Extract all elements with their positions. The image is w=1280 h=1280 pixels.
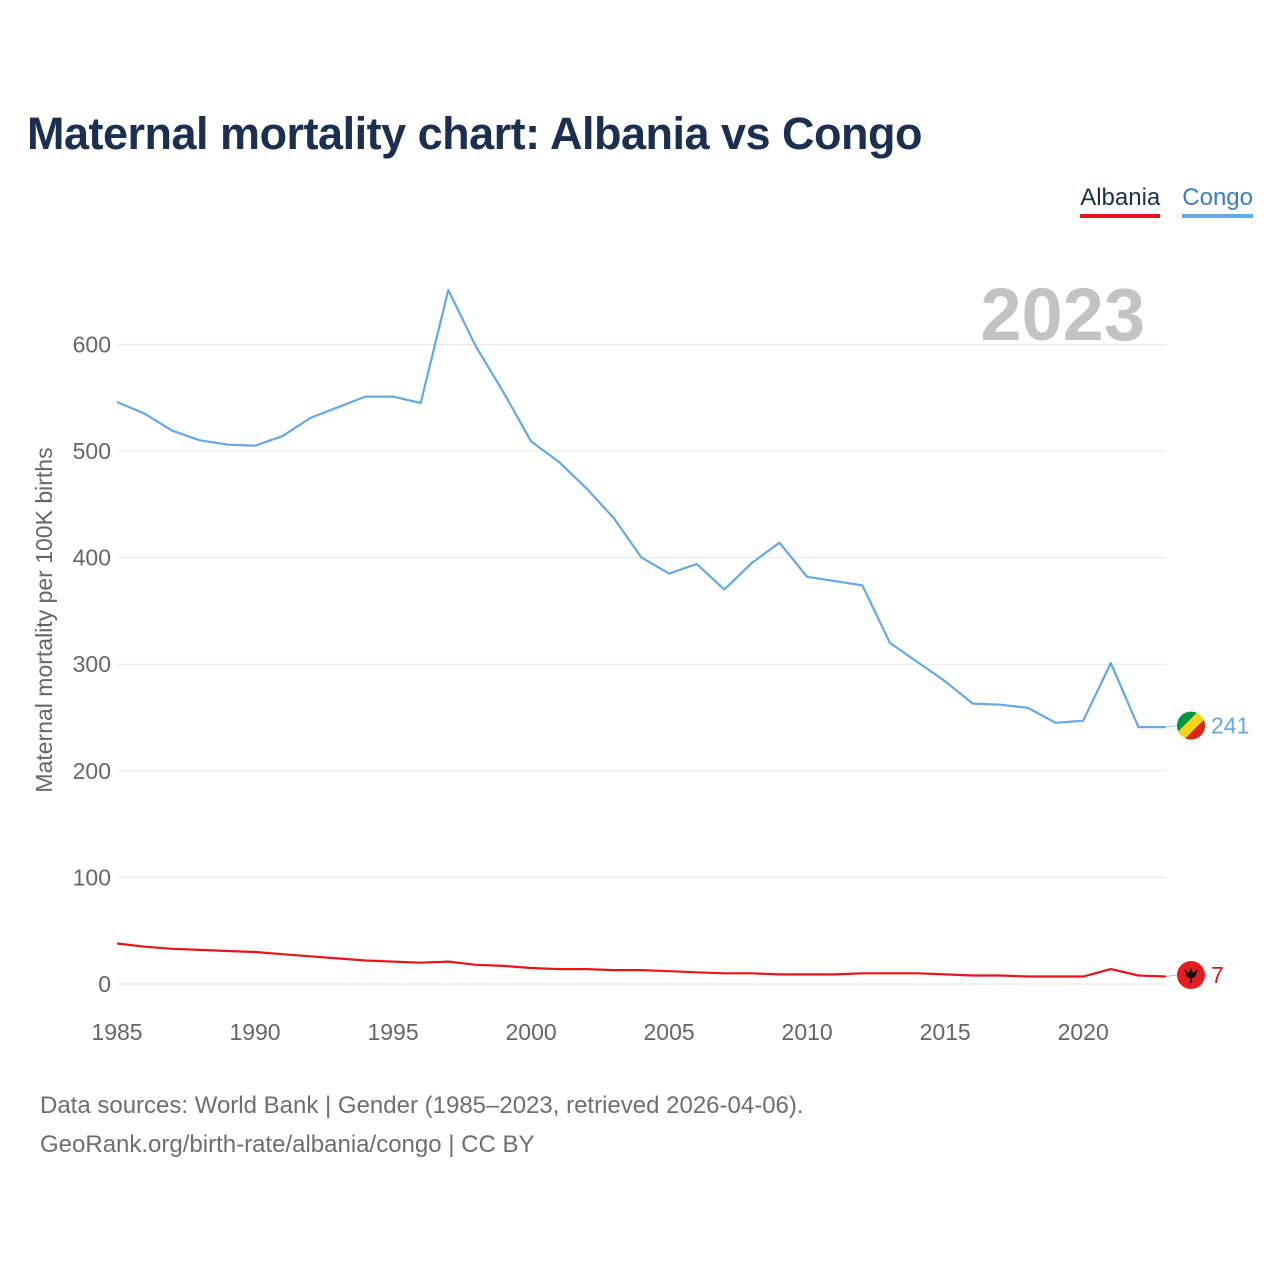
line-chart: 0 100 200 300 400 500 600 1985 1990 1995 2000 2005… (31, 273, 1249, 1045)
y-tick-label: 500 (73, 438, 111, 464)
y-tick-label: 400 (73, 545, 111, 571)
x-tick-label: 2010 (782, 1019, 833, 1045)
y-tick-label: 300 (73, 651, 111, 677)
chart-title: Maternal mortality chart: Albania vs Con… (27, 108, 923, 159)
x-tick-label: 2000 (505, 1019, 556, 1045)
grid-lines (117, 343, 1166, 985)
y-axis-label: Maternal mortality per 100K births (31, 447, 57, 792)
y-tick-labels: 0 100 200 300 400 500 600 (73, 331, 111, 997)
legend: Albania Congo (1080, 184, 1253, 218)
legend-item-albania[interactable]: Albania (1080, 184, 1161, 218)
footer: Data sources: World Bank | Gender (1985–… (40, 1086, 804, 1164)
x-tick-label: 1995 (367, 1019, 418, 1045)
end-connector (1165, 725, 1178, 728)
albania-flag-icon (1177, 961, 1205, 990)
end-value-label-albania: 7 (1211, 962, 1224, 988)
series-line-congo[interactable] (116, 288, 1166, 729)
x-tick-label: 2020 (1058, 1019, 1109, 1045)
series-end-markers: 7 241 (1165, 711, 1249, 990)
series-line-albania[interactable] (116, 942, 1167, 978)
x-tick-label: 2005 (644, 1019, 695, 1045)
y-tick-label: 0 (98, 971, 111, 997)
y-tick-label: 100 (73, 864, 111, 890)
end-value-label-congo: 241 (1211, 713, 1249, 739)
x-tick-label: 1990 (229, 1019, 280, 1045)
congo-flag-icon (1177, 711, 1205, 740)
year-watermark: 2023 (980, 273, 1145, 356)
legend-item-congo[interactable]: Congo (1182, 184, 1253, 218)
x-tick-label: 1985 (91, 1019, 142, 1045)
y-tick-label: 200 (73, 758, 111, 784)
footer-sources: Data sources: World Bank | Gender (1985–… (40, 1092, 804, 1119)
x-tick-labels: 1985 1990 1995 2000 2005 2010 2015 2020 (91, 1019, 1108, 1045)
footer-link[interactable]: GeoRank.org/birth-rate/albania/congo | C… (40, 1131, 535, 1158)
y-tick-label: 600 (73, 331, 111, 357)
end-connector (1165, 974, 1178, 978)
x-tick-label: 2015 (920, 1019, 971, 1045)
series-lines (116, 288, 1167, 978)
